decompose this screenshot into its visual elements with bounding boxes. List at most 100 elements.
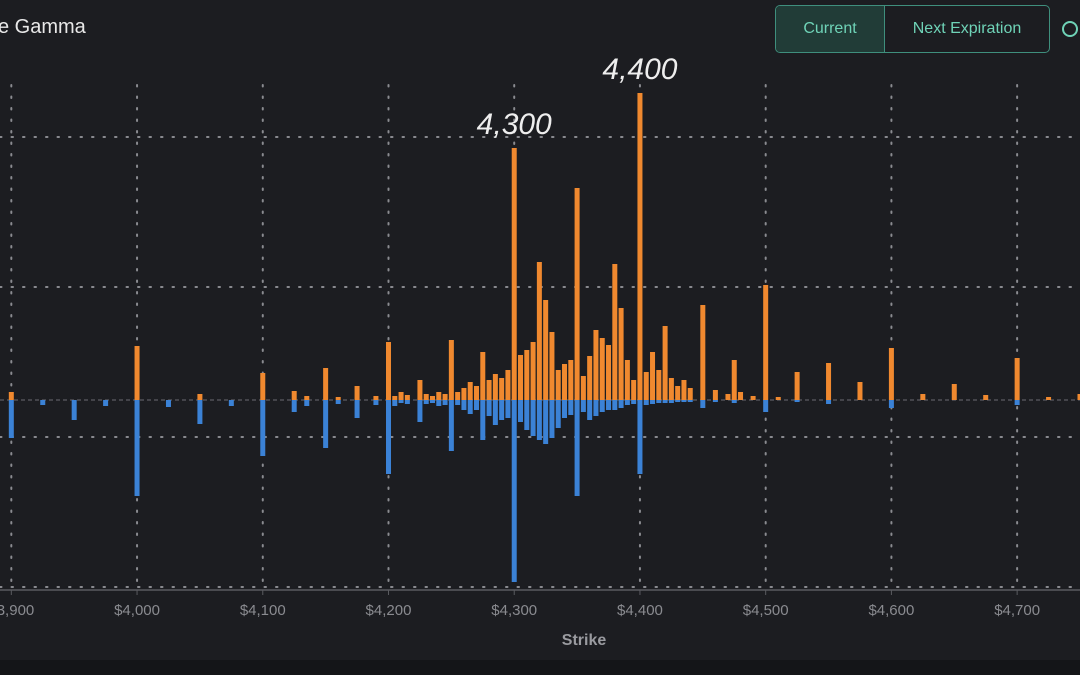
bar	[398, 400, 404, 403]
bar	[662, 400, 668, 403]
bar	[455, 400, 461, 405]
current-button[interactable]: Current	[776, 6, 885, 52]
bar	[430, 400, 436, 403]
zoom-icon[interactable]	[1062, 21, 1078, 37]
bar	[643, 372, 649, 400]
bar	[524, 400, 530, 430]
bar	[228, 400, 234, 406]
bar	[492, 374, 498, 400]
bar	[134, 346, 140, 400]
bar	[291, 400, 297, 412]
bar	[442, 400, 448, 405]
bar	[518, 355, 524, 400]
bar	[631, 400, 637, 404]
bar	[404, 395, 410, 400]
bar	[530, 400, 536, 436]
bar	[637, 400, 643, 474]
bar	[549, 400, 555, 438]
bar	[951, 384, 957, 400]
bar	[536, 400, 542, 440]
bar	[794, 372, 800, 400]
bar	[480, 352, 486, 400]
bar	[700, 305, 706, 400]
bar	[511, 148, 517, 400]
bar	[260, 400, 266, 456]
bar	[385, 400, 391, 474]
bar	[750, 396, 756, 400]
bar	[524, 350, 530, 400]
bar	[681, 400, 687, 402]
bar	[260, 373, 266, 400]
bar	[530, 342, 536, 400]
bar	[536, 262, 542, 400]
bar	[675, 386, 681, 400]
bar	[461, 388, 467, 400]
bar	[549, 332, 555, 400]
bar	[580, 400, 586, 412]
bar	[826, 363, 832, 400]
bar	[738, 392, 744, 400]
bar	[474, 386, 480, 400]
bar	[442, 394, 448, 400]
bar	[197, 394, 203, 400]
bar	[543, 300, 549, 400]
bar	[700, 400, 706, 408]
x-tick-label: $4,400	[617, 602, 663, 619]
bar	[8, 400, 14, 438]
page-title: e Gamma	[0, 16, 86, 38]
bar	[335, 400, 341, 404]
bar	[8, 392, 14, 400]
bar	[593, 400, 599, 416]
expiration-toggle: Current Next Expiration	[775, 5, 1050, 53]
bar	[568, 360, 574, 400]
bar	[599, 400, 605, 412]
x-tick-label: $4,200	[366, 602, 412, 619]
bar	[555, 370, 561, 400]
annotation: 4,400	[602, 53, 677, 86]
bar	[480, 400, 486, 440]
bar	[1014, 358, 1020, 400]
bar	[668, 378, 674, 400]
bar	[731, 400, 737, 403]
bar	[587, 356, 593, 400]
bar	[983, 395, 989, 400]
bar	[1077, 394, 1080, 400]
bar	[675, 400, 681, 402]
bar	[763, 285, 769, 400]
bar	[71, 400, 77, 420]
bar	[474, 400, 480, 410]
bar	[40, 400, 46, 405]
bar	[624, 400, 630, 405]
bar	[612, 400, 618, 410]
bar	[593, 330, 599, 400]
x-tick-label: $4,100	[240, 602, 286, 619]
bar	[455, 392, 461, 400]
bar	[165, 400, 171, 407]
bar	[373, 400, 379, 405]
bar	[404, 400, 410, 404]
bar	[492, 400, 498, 425]
bar	[436, 400, 442, 406]
bar	[392, 400, 398, 406]
bar	[385, 342, 391, 400]
bar	[423, 400, 429, 404]
bar	[417, 380, 423, 400]
bar	[461, 400, 467, 410]
bar	[304, 396, 310, 400]
bar	[624, 360, 630, 400]
x-tick-label: $4,600	[868, 602, 914, 619]
bar	[335, 397, 341, 400]
bar	[606, 345, 612, 400]
bar	[354, 400, 360, 418]
bar	[712, 390, 718, 400]
bar	[606, 400, 612, 410]
bar	[505, 400, 511, 418]
next-expiration-button[interactable]: Next Expiration	[912, 20, 1022, 37]
bar	[668, 400, 674, 403]
bar	[373, 396, 379, 400]
bar	[888, 348, 894, 400]
bar	[486, 400, 492, 416]
bar	[1046, 397, 1052, 400]
x-tick-label: $4,300	[491, 602, 537, 619]
